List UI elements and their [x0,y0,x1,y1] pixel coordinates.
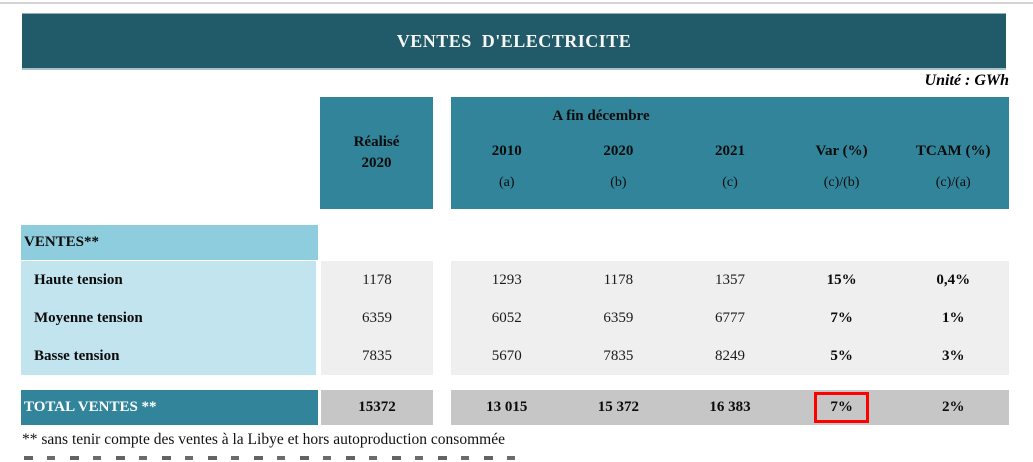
col-header-var: Var (%) [815,143,868,159]
total-cell-2010: 13 015 [486,399,528,415]
cell-value: 6052 [491,309,522,326]
report-title: VENTES D'ELECTRICITE [396,30,632,51]
section-header-ventes: VENTES** [21,225,318,260]
cell-tcam-pct: 0,4% [936,271,971,288]
subheader-c: (c) [722,175,738,190]
row-label-moyenne-tension: Moyenne tension [34,309,143,326]
cell-tcam-pct: 3% [941,347,965,364]
column-header-group: A fin décembre 2010 2020 2021 Var (%) TC… [451,97,1009,209]
subheader-row: (a) (b) (c) (c)/(b) (c)/(a) [451,175,1009,191]
realise-year: 2020 [361,155,392,171]
col-header-2020: 2020 [603,143,634,159]
row-label-haute-tension: Haute tension [34,271,123,288]
total-cell-2020: 15 372 [597,399,640,415]
subheader-b: (b) [610,175,627,190]
row-label-basse-tension: Basse tension [34,347,120,364]
realise-values-block: 1178 6359 7835 [321,261,433,375]
group-label-a-fin-decembre: A fin décembre [552,108,650,124]
cell-var-pct: 5% [830,347,853,364]
cell-realise-haute: 1178 [362,271,392,288]
col-header-tcam: TCAM (%) [915,143,991,159]
cell-realise-basse: 7835 [362,347,392,364]
table-row-basse-tension: 5670 7835 8249 5% 3% [451,337,1009,375]
realise-label: Réalisé [353,134,400,150]
cell-value: 1357 [714,271,745,288]
subheader-c-a: (c)/(a) [935,175,971,190]
cell-value: 6777 [714,309,745,326]
footnote: ** sans tenir compte des ventes à la Lib… [22,431,505,448]
section-label: VENTES** [24,234,100,250]
total-row-values: 13 015 15 372 16 383 7% 2% [451,390,1009,425]
highlight-box-red: 7% [814,392,869,423]
total-row-label: TOTAL VENTES ** [21,390,318,425]
cell-value: 6359 [603,309,634,326]
cell-value: 8249 [714,347,745,364]
subheader-a: (a) [499,175,515,190]
cell-value: 1293 [491,271,522,288]
subheader-c-b: (c)/(b) [823,175,860,190]
cell-value: 1178 [603,271,634,288]
unit-label: Unité : GWh [924,72,1009,89]
col-header-2010: 2010 [491,143,522,159]
year-header-row: 2010 2020 2021 Var (%) TCAM (%) [451,143,1009,160]
cell-var-pct: 7% [830,309,853,326]
table-row-haute-tension: 1293 1178 1357 15% 0,4% [451,261,1009,299]
cell-var-pct: 15% [826,271,857,288]
column-header-realise-2020: Réalisé 2020 [320,97,433,209]
col-header-2021: 2021 [714,143,745,159]
cell-tcam-pct: 1% [941,309,965,326]
cell-value: 7835 [603,347,634,364]
cell-realise-moyenne: 6359 [362,309,392,326]
row-labels-block: Haute tension Moyenne tension Basse tens… [21,261,316,375]
total-cell-var: 7% [786,390,898,425]
cutoff-text-fragment [24,456,529,460]
total-realise-value: 15372 [321,390,433,425]
report-title-bar: VENTES D'ELECTRICITE [22,13,1006,70]
top-border-line [0,2,1033,4]
cell-value: 5670 [491,347,522,364]
total-cell-2021: 16 383 [709,399,751,415]
total-cell-tcam: 2% [941,399,965,415]
data-values-block: 1293 1178 1357 15% 0,4% 6052 6359 6777 7… [451,261,1009,375]
table-row-moyenne-tension: 6052 6359 6777 7% 1% [451,299,1009,337]
